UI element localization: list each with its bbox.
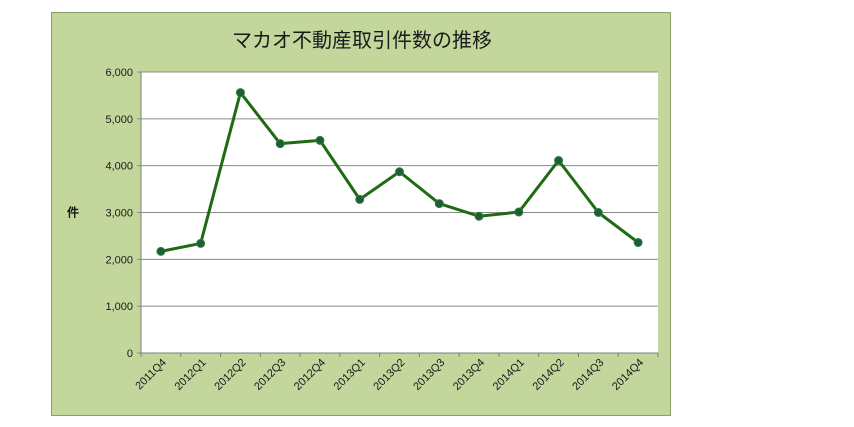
data-point-marker [474,211,484,221]
x-tick-label: 2014Q4 [610,357,646,393]
x-tick-label: 2014Q2 [531,357,567,393]
x-tick-label: 2012Q4 [292,357,328,393]
data-point-marker [355,194,365,204]
x-tick-label: 2012Q1 [173,357,209,393]
y-tick-label: 5,000 [105,114,133,126]
x-tick-label: 2013Q1 [332,357,368,393]
data-point-marker [633,237,643,247]
x-tick-label: 2011Q4 [133,357,169,393]
data-point-marker [196,238,206,248]
x-tick-label: 2013Q3 [411,357,447,393]
x-tick-label: 2012Q3 [252,357,288,393]
y-tick-label: 1,000 [105,301,133,313]
chart-title: マカオ不動産取引件数の推移 [232,28,492,52]
y-tick-label: 0 [127,348,133,360]
y-tick-label: 6,000 [105,67,133,79]
line-chart: マカオ不動産取引件数の推移 0 1,000 2,000 3,000 4,000 5,000… [67,28,659,393]
data-point-marker [315,135,325,145]
data-point-marker [156,246,166,256]
data-point-marker [395,167,404,177]
y-tick-label: 3,000 [105,208,133,220]
y-axis-ticks: 0 1,000 2,000 3,000 4,000 5,000 6,000 [105,67,133,360]
data-point-marker [554,156,564,166]
gridlines [137,71,658,354]
data-point-marker [514,207,524,217]
data-point-marker [434,199,444,209]
chart-frame: マカオ不動産取引件数の推移 0 1,000 2,000 3,000 4,000 5,000… [51,12,671,416]
y-axis-label: 件 [67,205,79,220]
x-tick-label: 2014Q1 [491,357,527,393]
x-tick-label: 2012Q2 [212,357,248,393]
y-tick-label: 4,000 [105,161,133,173]
series-line-group [156,88,643,256]
x-tick-label: 2013Q4 [451,357,487,393]
data-point-marker [275,139,285,149]
y-tick-label: 2,000 [105,254,133,266]
x-tick-label: 2014Q3 [570,357,606,393]
x-axis-ticks: 2011Q4 2012Q1 2012Q2 2012Q3 2012Q4 2013Q1 2013… [133,353,659,393]
x-tick-label: 2013Q2 [371,357,407,393]
data-point-marker [235,88,245,98]
data-point-marker [593,208,603,217]
